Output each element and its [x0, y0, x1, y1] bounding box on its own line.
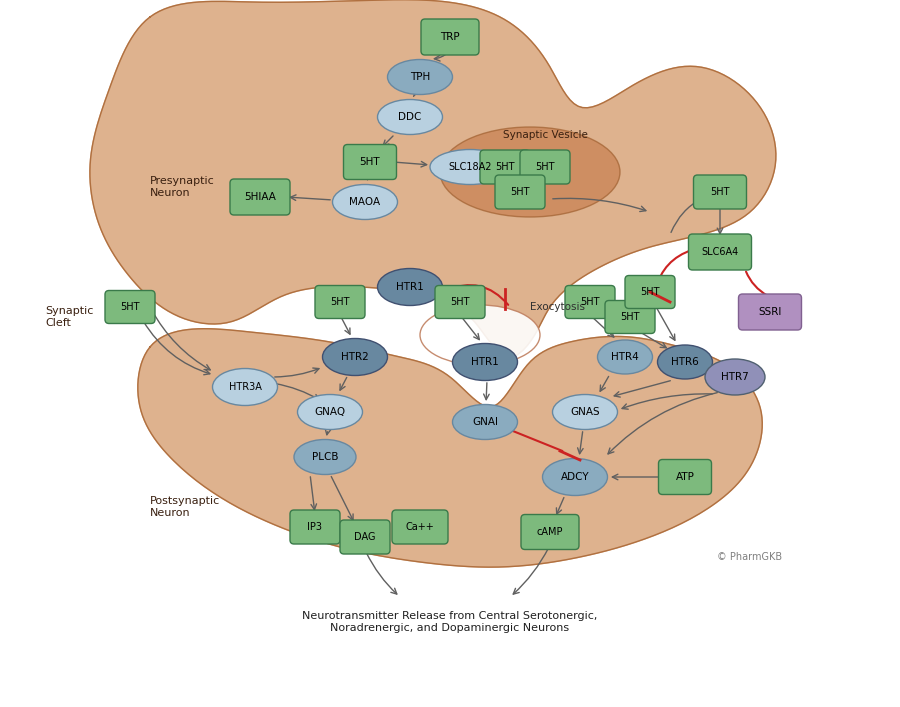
Ellipse shape	[543, 459, 608, 496]
Text: MAOA: MAOA	[349, 197, 381, 207]
Text: Neurotransmitter Release from Central Serotonergic,
Noradrenergic, and Dopaminer: Neurotransmitter Release from Central Se…	[302, 611, 598, 633]
Text: 5HT: 5HT	[450, 297, 470, 307]
Text: SLC18A2: SLC18A2	[448, 162, 491, 172]
Ellipse shape	[332, 185, 398, 219]
Text: SLC6A4: SLC6A4	[701, 247, 739, 257]
Text: SSRI: SSRI	[759, 307, 782, 317]
Text: HTR2: HTR2	[341, 352, 369, 362]
Text: Synaptic Vesicle: Synaptic Vesicle	[502, 130, 588, 140]
FancyBboxPatch shape	[435, 286, 485, 318]
FancyBboxPatch shape	[480, 150, 530, 184]
Text: TPH: TPH	[410, 72, 430, 82]
FancyBboxPatch shape	[230, 179, 290, 215]
FancyBboxPatch shape	[315, 286, 365, 318]
Text: cAMP: cAMP	[536, 527, 563, 537]
Ellipse shape	[377, 100, 443, 134]
FancyBboxPatch shape	[520, 150, 570, 184]
Text: 5HT: 5HT	[710, 187, 730, 197]
FancyBboxPatch shape	[625, 276, 675, 308]
FancyBboxPatch shape	[105, 291, 155, 324]
Ellipse shape	[294, 440, 356, 474]
Text: 5HT: 5HT	[620, 312, 640, 322]
Text: DAG: DAG	[355, 532, 376, 542]
Text: GNAS: GNAS	[571, 407, 599, 417]
Ellipse shape	[598, 340, 652, 374]
FancyBboxPatch shape	[421, 19, 479, 55]
Text: HTR1: HTR1	[396, 282, 424, 292]
Text: HTR3A: HTR3A	[229, 382, 261, 392]
Text: 5HT: 5HT	[580, 297, 599, 307]
Text: TRP: TRP	[440, 32, 460, 42]
Ellipse shape	[388, 59, 453, 95]
Text: 5HT: 5HT	[360, 157, 381, 167]
Text: GNAI: GNAI	[472, 417, 498, 427]
Ellipse shape	[430, 149, 510, 185]
Text: IP3: IP3	[308, 522, 322, 532]
FancyBboxPatch shape	[688, 234, 752, 270]
Text: PLCB: PLCB	[311, 452, 338, 462]
FancyBboxPatch shape	[605, 300, 655, 334]
Text: HTR6: HTR6	[671, 357, 699, 367]
FancyBboxPatch shape	[521, 515, 579, 549]
Text: 5HIAA: 5HIAA	[244, 192, 276, 202]
Text: HTR1: HTR1	[471, 357, 499, 367]
Text: 5HT: 5HT	[495, 162, 515, 172]
Text: © PharmGKB: © PharmGKB	[717, 552, 783, 562]
Text: ADCY: ADCY	[561, 472, 590, 482]
Text: DDC: DDC	[399, 112, 422, 122]
FancyBboxPatch shape	[495, 175, 545, 209]
Ellipse shape	[377, 269, 443, 305]
Ellipse shape	[453, 404, 518, 440]
Text: 5HT: 5HT	[510, 187, 530, 197]
Text: Synaptic
Cleft: Synaptic Cleft	[45, 306, 94, 328]
Text: HTR4: HTR4	[611, 352, 639, 362]
Text: GNAQ: GNAQ	[314, 407, 346, 417]
Polygon shape	[90, 0, 776, 357]
FancyBboxPatch shape	[340, 520, 390, 554]
Ellipse shape	[212, 368, 277, 406]
Polygon shape	[138, 329, 762, 567]
Text: Postsynaptic
Neuron: Postsynaptic Neuron	[150, 496, 220, 518]
FancyBboxPatch shape	[290, 510, 340, 544]
Ellipse shape	[705, 359, 765, 395]
FancyBboxPatch shape	[659, 460, 712, 494]
FancyBboxPatch shape	[344, 144, 397, 180]
Ellipse shape	[420, 305, 540, 365]
FancyBboxPatch shape	[565, 286, 615, 318]
FancyBboxPatch shape	[694, 175, 746, 209]
Text: Ca++: Ca++	[406, 522, 435, 532]
Text: Exocytosis: Exocytosis	[530, 302, 585, 312]
Text: ATP: ATP	[676, 472, 695, 482]
Text: 5HT: 5HT	[640, 287, 660, 297]
Text: 5HT: 5HT	[330, 297, 350, 307]
Ellipse shape	[298, 395, 363, 429]
Ellipse shape	[453, 344, 518, 380]
Ellipse shape	[440, 127, 620, 217]
Ellipse shape	[322, 339, 388, 375]
Ellipse shape	[658, 345, 713, 379]
Text: 5HT: 5HT	[121, 302, 140, 312]
Text: Presynaptic
Neuron: Presynaptic Neuron	[150, 176, 215, 198]
FancyBboxPatch shape	[739, 294, 802, 330]
FancyBboxPatch shape	[392, 510, 448, 544]
Text: HTR7: HTR7	[721, 372, 749, 382]
Ellipse shape	[553, 395, 617, 429]
Text: 5HT: 5HT	[536, 162, 554, 172]
